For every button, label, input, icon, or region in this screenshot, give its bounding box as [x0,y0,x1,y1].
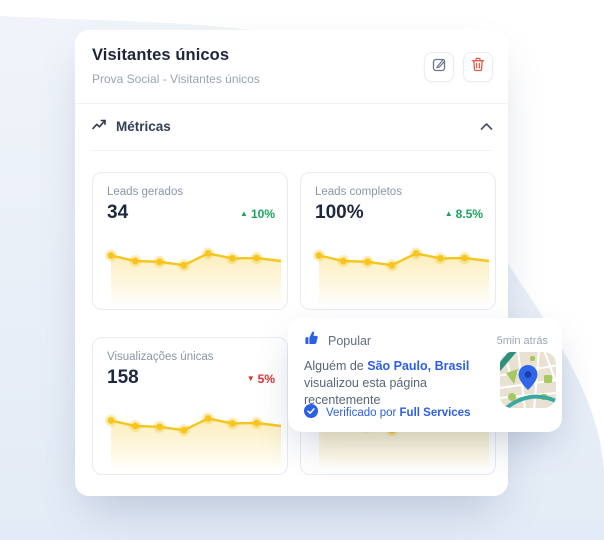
popup-message: Alguém de São Paulo, Brasil visualizou e… [304,358,496,409]
notification-popup: Popular 5min atrás Alguém de São Paulo, … [288,318,562,432]
metric-value: 158 [107,367,139,388]
trending-up-icon [92,118,107,136]
delta-value: 10% [250,207,275,221]
metric-delta-badge: ▼ 5% [247,372,275,386]
popup-header: Popular 5min atrás [304,331,548,350]
thumbs-up-icon [304,331,319,350]
metric-value: 100% [315,202,364,223]
card-header: Visitantes únicos Prova Social - Visitan… [92,46,260,86]
metric-delta-badge: ▲ 8.5% [445,207,483,221]
metric-card-1: Leads gerados 34 ▲ 10% [92,172,288,310]
trash-icon [471,57,485,77]
delta-value: 8.5% [455,207,483,221]
delta-arrow-icon: ▼ [246,374,255,383]
delta-arrow-icon: ▲ [240,209,248,218]
delta-value: 5% [257,372,275,386]
section-label: Métricas [116,119,171,134]
popup-timestamp: 5min atrás [496,334,548,347]
message-prefix: Alguém de [304,359,368,373]
metric-label: Leads completos [315,186,402,198]
verified-name: Full Services [399,406,471,419]
divider [91,150,492,151]
page-title: Visitantes únicos [92,46,230,64]
metric-value: 34 [107,202,129,223]
metric-card-3: Visualizações únicas 158 ▼ 5% [92,337,288,475]
delta-arrow-icon: ▲ [444,209,453,218]
metrics-section-header[interactable]: Métricas [92,103,493,150]
metric-card-2: Leads completos 100% ▲ 8.5% [300,172,496,310]
popup-badge-label: Popular [328,333,372,348]
metric-delta-badge: ▲ 10% [240,207,275,221]
metric-sparkline [307,237,489,303]
chevron-up-icon[interactable] [480,118,493,136]
metric-sparkline [99,237,281,303]
divider [75,103,508,104]
metric-sparkline [99,402,281,468]
verified-text: Verificado por Full Services [326,406,471,419]
card-actions [424,52,493,82]
breadcrumb: Prova Social - Visitantes únicos [92,72,260,86]
message-suffix: visualizou esta página recentemente [304,376,427,407]
map-thumbnail [500,352,556,408]
pencil-square-icon [432,57,447,77]
metric-label: Leads gerados [107,186,184,198]
location-text: São Paulo, Brasil [367,359,470,373]
check-badge-icon [304,404,318,421]
verified-row: Verificado por Full Services [304,404,470,421]
delete-button[interactable] [463,52,493,82]
edit-button[interactable] [424,52,454,82]
metric-label: Visualizações únicas [107,351,214,363]
